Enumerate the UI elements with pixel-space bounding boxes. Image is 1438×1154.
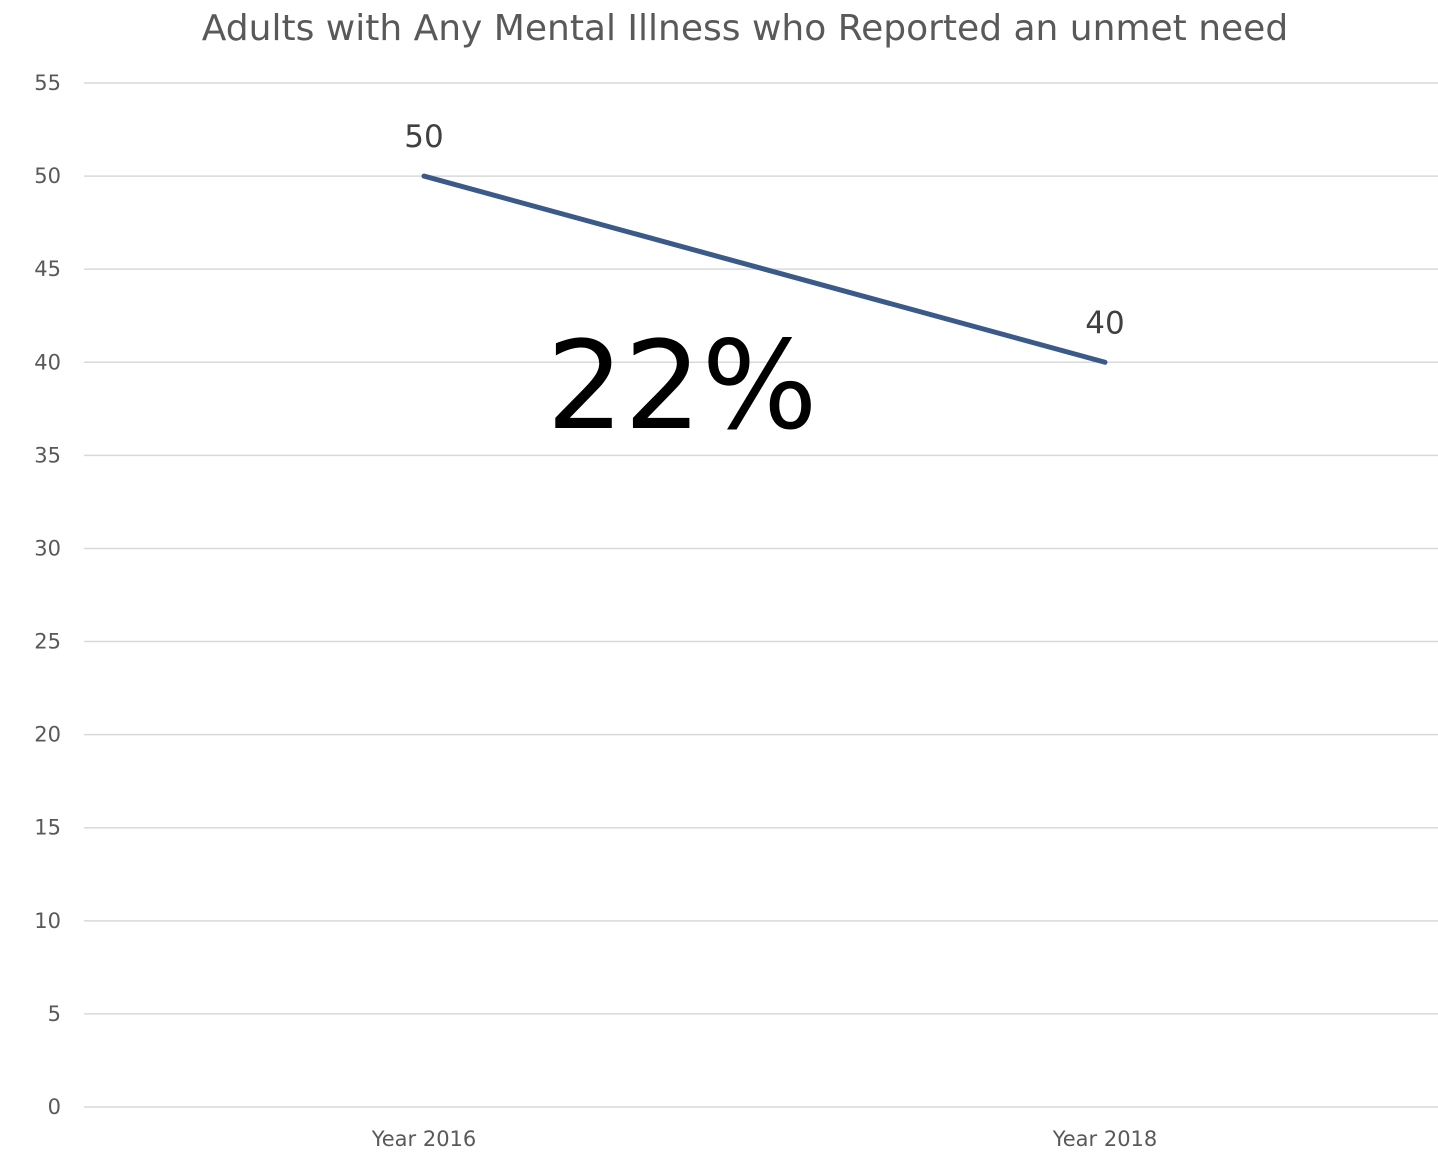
y-tick-label-55: 55: [34, 71, 61, 95]
y-tick-label-30: 30: [34, 536, 61, 560]
chart-title: Adults with Any Mental Illness who Repor…: [202, 8, 1288, 49]
x-tick-label-1: Year 2018: [1052, 1127, 1158, 1151]
x-axis-ticks: Year 2016 Year 2018: [371, 1127, 1158, 1151]
data-label-0: 50: [404, 119, 443, 155]
series-line-0: [421, 173, 1108, 365]
y-tick-label-35: 35: [34, 443, 61, 467]
series-lines: [421, 173, 1108, 365]
y-axis-ticks: 0 5 10 15 20 25 30 35 40 45 50 55: [34, 71, 61, 1119]
data-labels: 50 40: [404, 119, 1124, 341]
y-tick-label-45: 45: [34, 257, 61, 281]
y-tick-label-10: 10: [34, 909, 61, 933]
data-label-1: 40: [1085, 305, 1124, 341]
gridlines: [84, 82, 1438, 1108]
y-tick-label-15: 15: [34, 816, 61, 840]
y-tick-label-50: 50: [34, 164, 61, 188]
y-tick-label-40: 40: [34, 350, 61, 374]
x-tick-label-0: Year 2016: [371, 1127, 477, 1151]
y-tick-label-0: 0: [48, 1095, 61, 1119]
percent-change-annotation: 22%: [546, 315, 817, 457]
y-tick-label-25: 25: [34, 630, 61, 654]
y-tick-label-5: 5: [48, 1002, 61, 1026]
y-tick-label-20: 20: [34, 723, 61, 747]
